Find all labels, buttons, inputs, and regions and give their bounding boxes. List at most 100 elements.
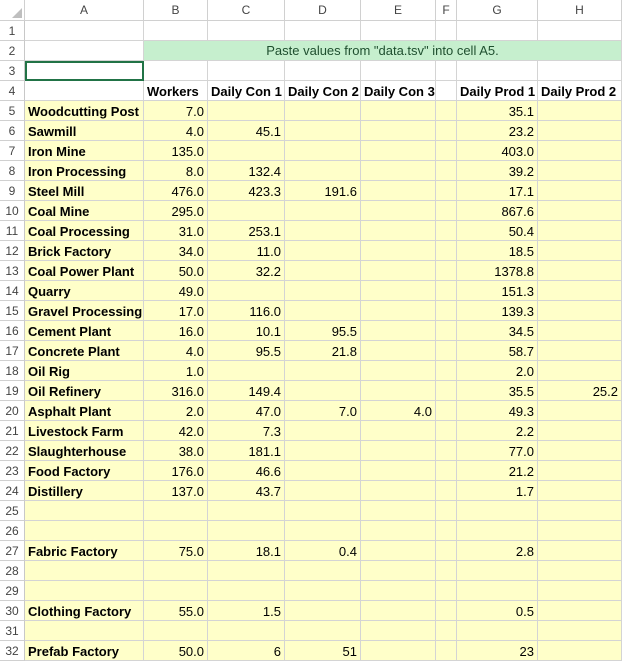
header-cell-g4[interactable]: Daily Prod 1 xyxy=(457,81,538,101)
data-cell[interactable]: 7.0 xyxy=(144,101,208,121)
data-cell[interactable]: 23 xyxy=(457,641,538,661)
data-cell[interactable] xyxy=(208,141,285,161)
data-cell[interactable]: 181.1 xyxy=(208,441,285,461)
data-cell[interactable] xyxy=(436,601,457,621)
data-cell[interactable] xyxy=(436,521,457,541)
row-header-1[interactable]: 1 xyxy=(0,21,25,41)
select-all-corner[interactable] xyxy=(0,0,25,21)
data-cell[interactable]: 139.3 xyxy=(457,301,538,321)
data-cell[interactable]: 403.0 xyxy=(457,141,538,161)
data-cell[interactable]: 75.0 xyxy=(144,541,208,561)
data-cell[interactable] xyxy=(361,321,436,341)
data-cell[interactable] xyxy=(436,421,457,441)
data-cell[interactable] xyxy=(361,241,436,261)
data-cell[interactable] xyxy=(361,201,436,221)
data-cell[interactable] xyxy=(538,441,622,461)
data-cell[interactable] xyxy=(208,201,285,221)
row-header-5[interactable]: 5 xyxy=(0,101,25,121)
building-name-cell[interactable]: Asphalt Plant xyxy=(25,401,144,421)
building-name-cell[interactable]: Coal Processing xyxy=(25,221,144,241)
data-cell[interactable] xyxy=(538,141,622,161)
column-header-g[interactable]: G xyxy=(457,0,538,21)
data-cell[interactable]: 2.0 xyxy=(457,361,538,381)
active-cell-a3[interactable] xyxy=(25,61,144,81)
header-cell-f4[interactable] xyxy=(436,81,457,101)
building-name-cell[interactable]: Coal Power Plant xyxy=(25,261,144,281)
data-cell[interactable]: 55.0 xyxy=(144,601,208,621)
data-cell[interactable] xyxy=(436,261,457,281)
data-cell[interactable] xyxy=(538,221,622,241)
data-cell[interactable] xyxy=(436,441,457,461)
header-cell-a4[interactable] xyxy=(25,81,144,101)
data-cell[interactable] xyxy=(436,481,457,501)
data-cell[interactable] xyxy=(285,281,361,301)
data-cell[interactable] xyxy=(538,481,622,501)
row-header-20[interactable]: 20 xyxy=(0,401,25,421)
cell-b1[interactable] xyxy=(144,21,208,41)
row-header-26[interactable]: 26 xyxy=(0,521,25,541)
data-cell[interactable] xyxy=(538,461,622,481)
header-cell-c4[interactable]: Daily Con 1 xyxy=(208,81,285,101)
data-cell[interactable]: 43.7 xyxy=(208,481,285,501)
data-cell[interactable] xyxy=(361,521,436,541)
data-cell[interactable]: 50.0 xyxy=(144,641,208,661)
data-cell[interactable]: 18.1 xyxy=(208,541,285,561)
cell-d3[interactable] xyxy=(285,61,361,81)
data-cell[interactable] xyxy=(285,241,361,261)
data-cell[interactable] xyxy=(436,101,457,121)
data-cell[interactable] xyxy=(538,601,622,621)
data-cell[interactable] xyxy=(436,161,457,181)
building-name-cell[interactable]: Oil Refinery xyxy=(25,381,144,401)
data-cell[interactable] xyxy=(361,621,436,641)
data-cell[interactable] xyxy=(208,581,285,601)
data-cell[interactable] xyxy=(285,361,361,381)
data-cell[interactable] xyxy=(538,641,622,661)
data-cell[interactable] xyxy=(361,121,436,141)
building-name-cell[interactable]: Quarry xyxy=(25,281,144,301)
data-cell[interactable]: 253.1 xyxy=(208,221,285,241)
data-cell[interactable]: 176.0 xyxy=(144,461,208,481)
row-header-6[interactable]: 6 xyxy=(0,121,25,141)
data-cell[interactable]: 21.8 xyxy=(285,341,361,361)
data-cell[interactable] xyxy=(361,481,436,501)
data-cell[interactable] xyxy=(538,121,622,141)
data-cell[interactable] xyxy=(361,581,436,601)
data-cell[interactable] xyxy=(436,561,457,581)
data-cell[interactable]: 23.2 xyxy=(457,121,538,141)
data-cell[interactable]: 7.3 xyxy=(208,421,285,441)
data-cell[interactable] xyxy=(538,561,622,581)
data-cell[interactable] xyxy=(361,221,436,241)
data-cell[interactable]: 7.0 xyxy=(285,401,361,421)
data-cell[interactable] xyxy=(538,521,622,541)
row-header-7[interactable]: 7 xyxy=(0,141,25,161)
data-cell[interactable] xyxy=(538,361,622,381)
row-header-3[interactable]: 3 xyxy=(0,61,25,81)
data-cell[interactable]: 38.0 xyxy=(144,441,208,461)
data-cell[interactable]: 423.3 xyxy=(208,181,285,201)
data-cell[interactable] xyxy=(436,201,457,221)
data-cell[interactable] xyxy=(436,621,457,641)
data-cell[interactable]: 135.0 xyxy=(144,141,208,161)
cell-g3[interactable] xyxy=(457,61,538,81)
data-cell[interactable] xyxy=(361,501,436,521)
data-cell[interactable]: 132.4 xyxy=(208,161,285,181)
row-header-2[interactable]: 2 xyxy=(0,41,25,61)
data-cell[interactable]: 51 xyxy=(285,641,361,661)
data-cell[interactable]: 149.4 xyxy=(208,381,285,401)
row-header-23[interactable]: 23 xyxy=(0,461,25,481)
data-cell[interactable] xyxy=(361,421,436,441)
data-cell[interactable]: 34.5 xyxy=(457,321,538,341)
data-cell[interactable] xyxy=(285,121,361,141)
data-cell[interactable] xyxy=(436,281,457,301)
data-cell[interactable]: 16.0 xyxy=(144,321,208,341)
row-header-10[interactable]: 10 xyxy=(0,201,25,221)
data-cell[interactable] xyxy=(285,161,361,181)
building-name-cell[interactable] xyxy=(25,581,144,601)
building-name-cell[interactable]: Cement Plant xyxy=(25,321,144,341)
data-cell[interactable] xyxy=(436,541,457,561)
data-cell[interactable]: 6 xyxy=(208,641,285,661)
data-cell[interactable] xyxy=(285,261,361,281)
building-name-cell[interactable]: Distillery xyxy=(25,481,144,501)
data-cell[interactable] xyxy=(285,141,361,161)
